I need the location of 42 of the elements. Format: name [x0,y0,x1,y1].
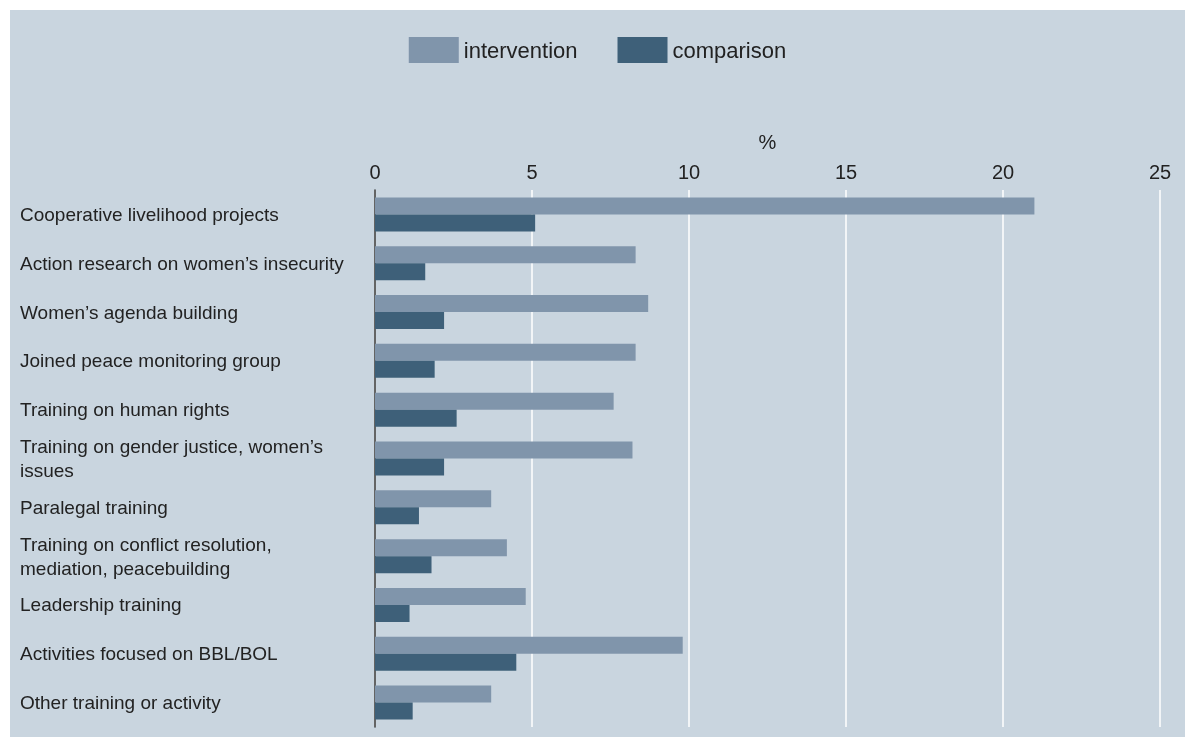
bar [375,653,517,671]
bar [375,197,1035,215]
bar [375,507,419,525]
x-tick-label: 0 [369,161,381,183]
x-tick-label: 20 [991,161,1015,183]
x-tick-label: 25 [1148,161,1172,183]
y-tick-label: Activities focused on BBL/BOL [20,643,278,665]
bar [375,636,683,654]
x-tick-label: 5 [526,161,538,183]
legend-label: intervention [463,37,578,63]
bar [375,702,413,720]
y-tick-label: Other training or activity [20,692,222,714]
y-tick-label: Joined peace monitoring group [20,350,281,372]
bar [375,392,614,410]
legend-label: comparison [672,37,787,63]
bar [375,246,636,264]
y-tick-label: Training on human rights [20,399,230,421]
bar [375,556,432,574]
bar [375,441,633,459]
y-tick-label: Training on conflict resolution, mediation, peacebuilding [20,533,277,579]
y-tick-label: Cooperative livelihood projects [20,203,279,225]
y-tick-label: Women’s agenda building [20,301,238,323]
bar [375,458,445,476]
x-tick-label: 15 [834,161,858,183]
bar [375,490,492,508]
bar [375,539,507,557]
x-axis-title: % [758,131,777,153]
bar [375,263,426,281]
bar [375,295,649,313]
y-tick-label: Action research on women’s insecurity [20,252,345,274]
bar [375,587,526,605]
bar [375,343,636,361]
y-tick-label: Paralegal training [20,496,168,518]
bar [375,685,492,703]
y-tick-label: Training on gender justice, women’s issues [20,436,329,481]
y-tick-label: Leadership training [20,594,182,616]
bar [375,604,410,622]
bar [375,409,457,427]
bar [375,360,435,378]
x-tick-label: 10 [677,161,701,183]
bar [375,312,445,330]
bar [375,214,536,232]
